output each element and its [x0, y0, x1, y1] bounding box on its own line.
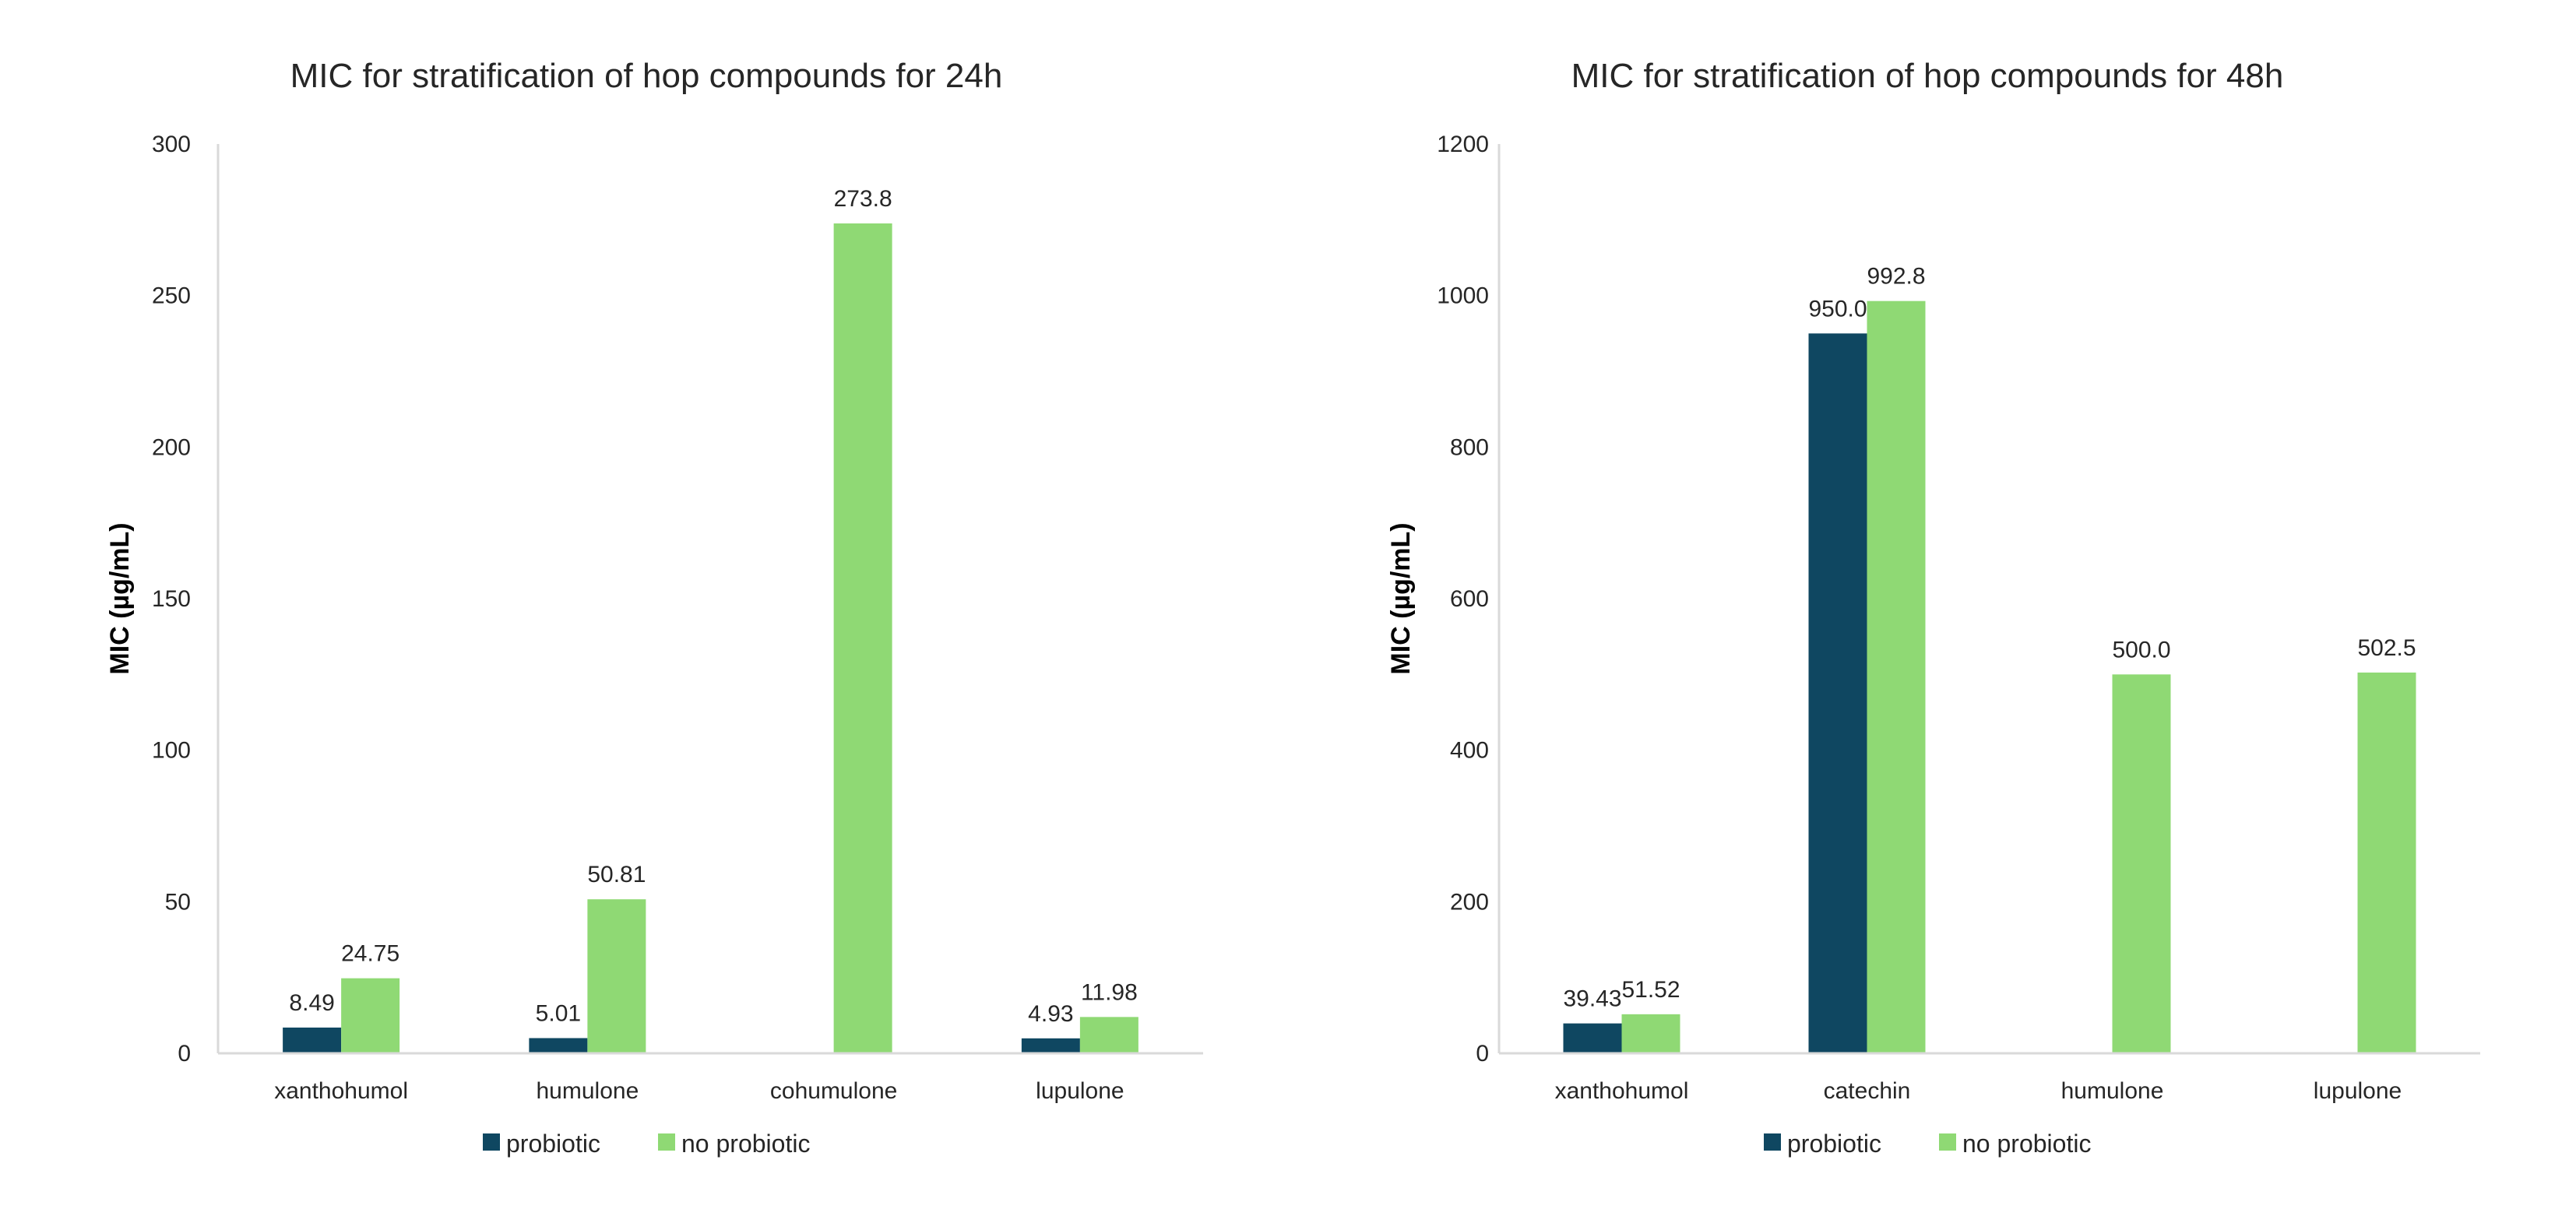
data-label: 273.8 [834, 186, 892, 212]
x-tick-label: xanthohumol [274, 1078, 408, 1104]
y-tick-label: 1000 [1437, 283, 1489, 309]
legend-swatch [483, 1133, 500, 1151]
bar-no-probiotic-xanthohumol [1621, 1014, 1680, 1053]
y-tick-label: 1200 [1437, 132, 1489, 157]
legend-label: probiotic [1787, 1130, 1881, 1158]
bar-probiotic-catechin [1808, 333, 1867, 1053]
x-tick-label: xanthohumol [1555, 1078, 1689, 1104]
chart-panel-2: MIC for stratification of hop compounds … [1386, 57, 2480, 1158]
chart-title: MIC for stratification of hop compounds … [290, 57, 1003, 95]
y-tick-label: 800 [1450, 434, 1489, 460]
data-label: 992.8 [1867, 264, 1925, 290]
data-label: 24.75 [341, 941, 399, 967]
y-tick-label: 0 [1476, 1041, 1489, 1067]
bar-no-probiotic-catechin [1867, 300, 1926, 1053]
y-tick-label: 600 [1450, 586, 1489, 612]
data-label: 502.5 [2357, 635, 2416, 661]
bar-no-probiotic-cohumulone [833, 223, 892, 1053]
chart-title: MIC for stratification of hop compounds … [1571, 57, 2284, 95]
y-tick-label: 50 [165, 889, 191, 915]
y-axis-label: MIC (µg/mL) [1386, 522, 1416, 674]
data-label: 5.01 [536, 1000, 581, 1026]
legend-label: no probiotic [1962, 1130, 2091, 1158]
y-tick-label: 200 [152, 434, 191, 460]
bar-no-probiotic-xanthohumol [341, 978, 400, 1053]
bar-probiotic-lupulone [1021, 1038, 1080, 1053]
x-tick-label: humulone [2061, 1078, 2164, 1104]
x-tick-label: lupulone [2314, 1078, 2402, 1104]
legend-swatch [1939, 1133, 1956, 1151]
legend-swatch [1764, 1133, 1781, 1151]
data-label: 39.43 [1563, 986, 1621, 1012]
data-label: 950.0 [1808, 296, 1867, 322]
bar-no-probiotic-lupulone [1079, 1017, 1138, 1053]
y-tick-label: 400 [1450, 738, 1489, 764]
x-tick-label: lupulone [1036, 1078, 1124, 1104]
bar-no-probiotic-humulone [2112, 674, 2171, 1053]
data-label: 4.93 [1028, 1001, 1073, 1027]
x-tick-label: cohumulone [770, 1078, 897, 1104]
y-axis-label: MIC (µg/mL) [105, 522, 135, 674]
y-tick-label: 200 [1450, 889, 1489, 915]
y-tick-label: 0 [178, 1041, 191, 1067]
bar-no-probiotic-humulone [587, 899, 646, 1053]
legend: probiotic no probiotic [483, 1130, 810, 1158]
chart-panel-1: MIC for stratification of hop compounds … [105, 57, 1203, 1158]
bar-no-probiotic-lupulone [2357, 672, 2416, 1053]
y-tick-label: 150 [152, 586, 191, 612]
data-label: 50.81 [587, 862, 646, 887]
data-label: 500.0 [2112, 637, 2170, 662]
bar-probiotic-humulone [529, 1038, 588, 1053]
legend: probiotic no probiotic [1764, 1130, 2091, 1158]
x-tick-label: humulone [536, 1078, 639, 1104]
data-label: 8.49 [289, 990, 334, 1016]
legend-swatch [658, 1133, 675, 1151]
y-tick-label: 250 [152, 283, 191, 309]
data-label: 51.52 [1621, 977, 1680, 1003]
y-tick-label: 300 [152, 132, 191, 157]
data-label: 11.98 [1081, 979, 1138, 1005]
x-tick-label: catechin [1824, 1078, 1911, 1104]
y-tick-label: 100 [152, 738, 191, 764]
legend-label: probiotic [506, 1130, 600, 1158]
legend-label: no probiotic [681, 1130, 810, 1158]
bar-probiotic-xanthohumol [1563, 1023, 1622, 1053]
bar-probiotic-xanthohumol [283, 1027, 342, 1053]
